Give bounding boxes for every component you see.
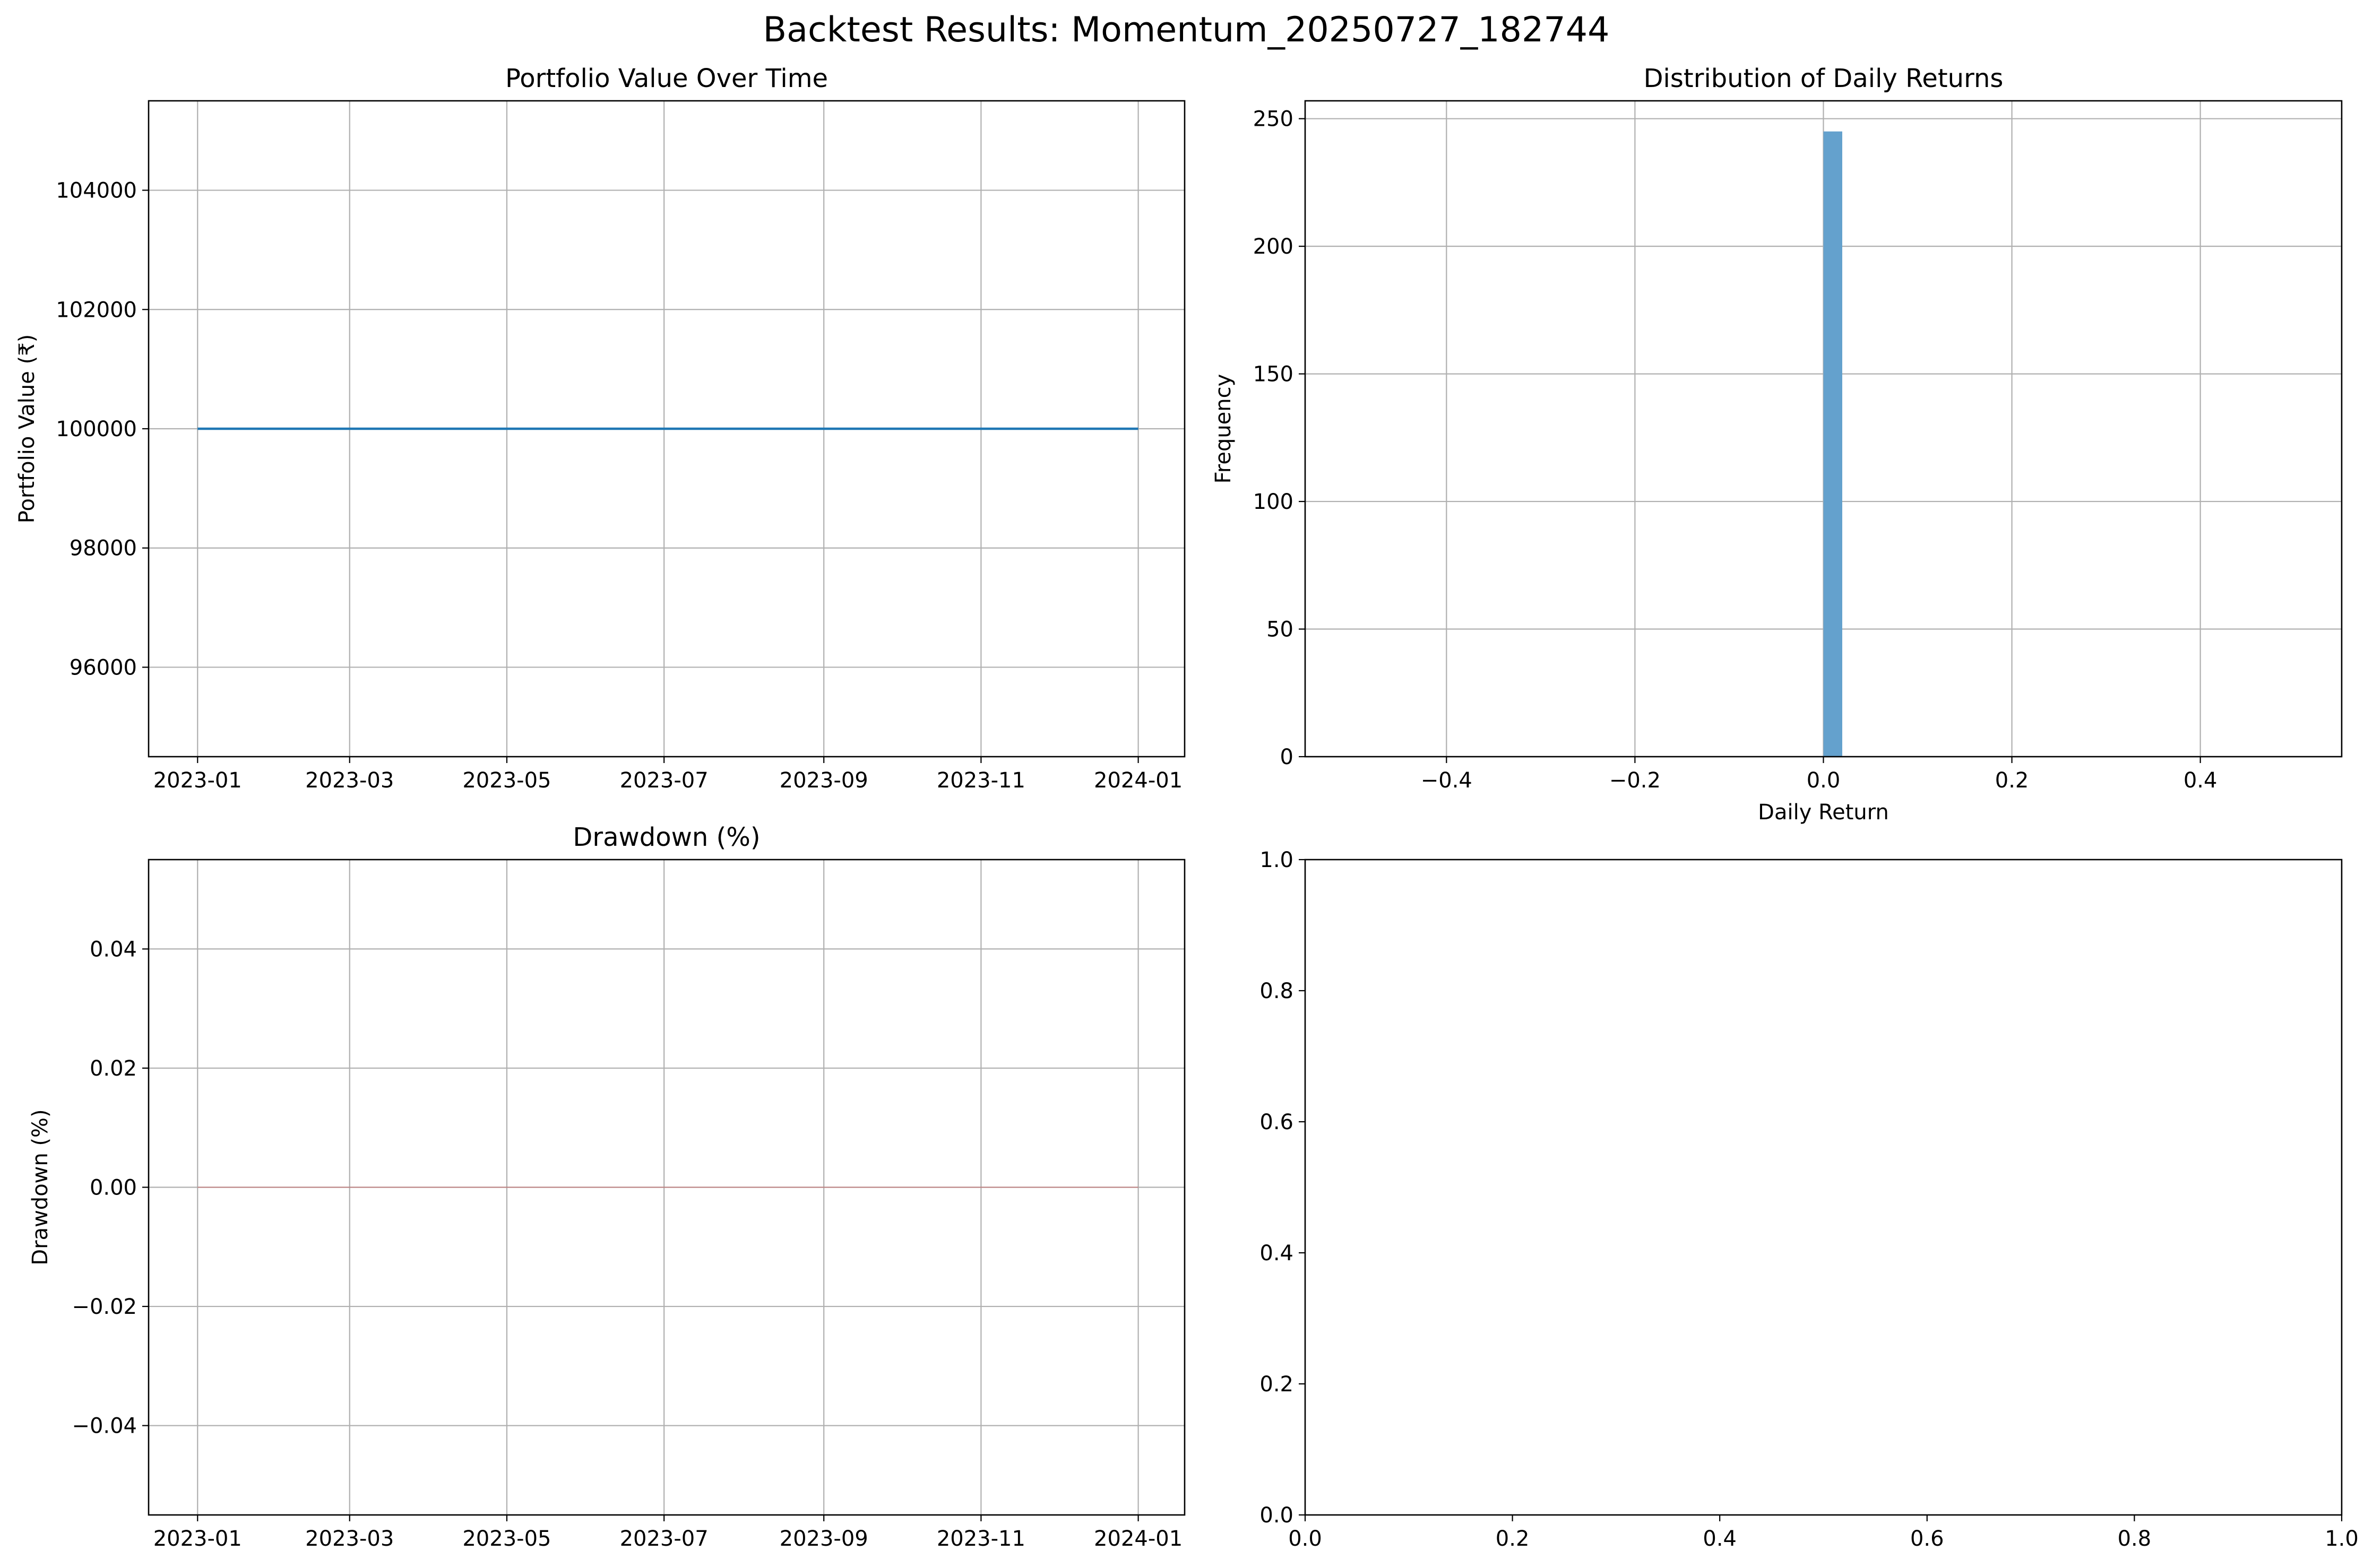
axes-frame (1304, 859, 2343, 1516)
y-tick-label: 104000 (56, 179, 137, 203)
x-tick-label: 2024-01 (1094, 1527, 1183, 1551)
x-tick-label: 2023-03 (305, 1527, 394, 1551)
x-tick-label: 0.2 (1995, 768, 2029, 793)
x-tick-label: 2023-07 (620, 768, 709, 793)
x-tick-label: 0.4 (1703, 1527, 1737, 1551)
y-tick-label: 102000 (56, 298, 137, 322)
y-tick-label: 0.4 (1259, 1241, 1293, 1266)
y-tick-label: 0.6 (1259, 1110, 1293, 1134)
y-axis-label: Drawdown (%) (28, 1109, 53, 1265)
y-tick-label: 0.04 (90, 937, 137, 961)
y-tick-label: 98000 (70, 536, 137, 561)
y-tick-label: 100 (1253, 490, 1293, 514)
subplots-container: 2023-01 2023-03 2023-05 2023-07 2023-09 2023-… (15, 64, 2359, 1551)
subplot-returns: −0.4 −0.2 0.0 0.2 0.4 0 50 100 150 200 250 Distribu… (1211, 64, 2343, 825)
y-tick-label: 96000 (70, 655, 137, 680)
x-tick-label: −0.4 (1421, 768, 1472, 793)
x-tick-label: 0.4 (2184, 768, 2217, 793)
subplot-title: Portfolio Value Over Time (505, 64, 828, 93)
figure-title: Backtest Results: Momentum_20250727_1827… (763, 10, 1610, 50)
x-tick-label: 2023-11 (937, 768, 1025, 793)
x-axis-label: Daily Return (1758, 800, 1889, 825)
x-tick-label: 2023-09 (780, 1527, 868, 1551)
y-axis-label: Frequency (1211, 374, 1236, 484)
x-tick-label: 2023-01 (153, 1527, 242, 1551)
x-tick-label: 0.8 (2118, 1527, 2152, 1551)
y-tick-label: −0.02 (72, 1295, 137, 1319)
x-tick-label: 2023-05 (462, 1527, 551, 1551)
y-tick-label: −0.04 (72, 1414, 137, 1439)
x-tick-label: 2023-09 (780, 768, 868, 793)
x-tick-label: 2023-07 (620, 1527, 709, 1551)
x-tick-label: 0.0 (1288, 1527, 1322, 1551)
subplot-title: Distribution of Daily Returns (1644, 64, 2004, 93)
y-tick-label: 0.0 (1259, 1503, 1293, 1528)
x-tick-label: 2024-01 (1094, 768, 1183, 793)
y-tick-label: 1.0 (1259, 848, 1293, 872)
y-tick-label: 0.02 (90, 1056, 137, 1081)
y-tick-label: 100000 (56, 417, 137, 441)
y-tick-label: 150 (1253, 362, 1293, 387)
x-tick-label: 1.0 (2325, 1527, 2359, 1551)
y-tick-label: 0.00 (90, 1176, 137, 1200)
y-axis-label: Portfolio Value (₹) (15, 334, 39, 523)
x-tick-label: 0.2 (1496, 1527, 1530, 1551)
y-tick-label: 0 (1280, 745, 1293, 769)
x-tick-label: 2023-11 (937, 1527, 1025, 1551)
x-tick-label: 2023-03 (305, 768, 394, 793)
y-tick-label: 0.2 (1259, 1372, 1293, 1397)
y-tick-label: 0.8 (1259, 979, 1293, 1003)
y-tick-label: 250 (1253, 107, 1293, 132)
subplot-title: Drawdown (%) (573, 822, 760, 852)
subplot-empty: 0.0 0.2 0.4 0.6 0.8 1.0 0.0 0.2 0.4 0.6 0.8 1.0 (1259, 848, 2358, 1551)
x-tick-label: 0.6 (1910, 1527, 1944, 1551)
x-tick-label: 2023-05 (462, 768, 551, 793)
histogram-bar (1823, 131, 1843, 757)
subplot-drawdown: 2023-01 2023-03 2023-05 2023-07 2023-09 2023-… (28, 822, 1186, 1551)
x-tick-label: −0.2 (1609, 768, 1661, 793)
y-tick-label: 50 (1266, 618, 1293, 642)
subplot-portfolio: 2023-01 2023-03 2023-05 2023-07 2023-09 2023-… (15, 64, 1186, 793)
x-tick-label: 2023-01 (153, 768, 242, 793)
x-tick-label: 0.0 (1807, 768, 1841, 793)
y-tick-label: 200 (1253, 235, 1293, 259)
